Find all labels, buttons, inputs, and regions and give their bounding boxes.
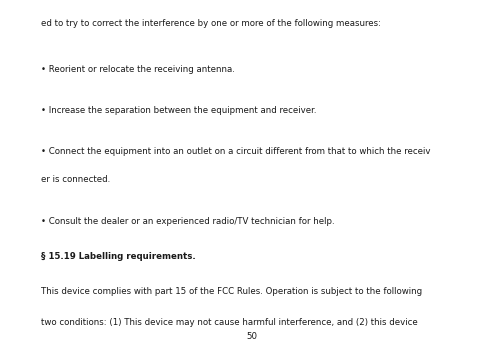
Text: • Connect the equipment into an outlet on a circuit different from that to which: • Connect the equipment into an outlet o… (41, 147, 431, 156)
Text: ed to try to correct the interference by one or more of the following measures:: ed to try to correct the interference by… (41, 19, 381, 28)
Text: • Increase the separation between the equipment and receiver.: • Increase the separation between the eq… (41, 106, 317, 116)
Text: two conditions: (1) This device may not cause harmful interference, and (2) this: two conditions: (1) This device may not … (41, 318, 418, 327)
Text: • Reorient or relocate the receiving antenna.: • Reorient or relocate the receiving ant… (41, 65, 235, 74)
Text: 50: 50 (246, 332, 257, 341)
Text: • Consult the dealer or an experienced radio/TV technician for help.: • Consult the dealer or an experienced r… (41, 217, 335, 226)
Text: § 15.19 Labelling requirements.: § 15.19 Labelling requirements. (41, 252, 196, 261)
Text: er is connected.: er is connected. (41, 175, 111, 184)
Text: This device complies with part 15 of the FCC Rules. Operation is subject to the : This device complies with part 15 of the… (41, 287, 423, 296)
